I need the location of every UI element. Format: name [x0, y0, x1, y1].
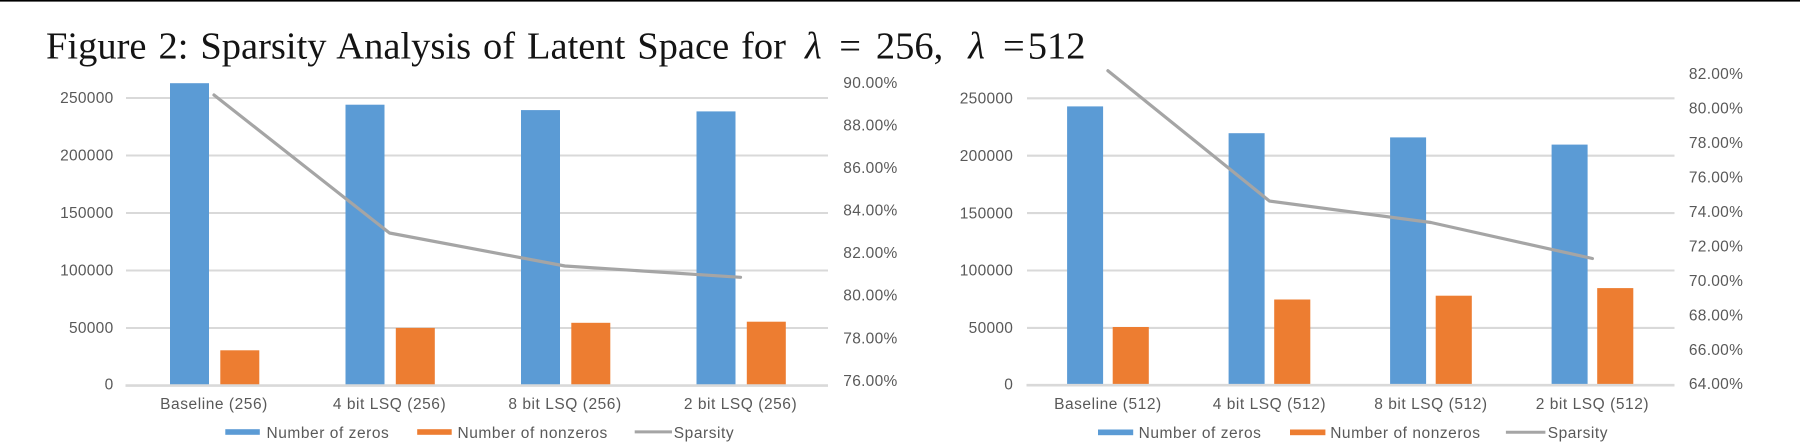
svg-text:68.00%: 68.00% — [1689, 307, 1743, 324]
svg-text:50000: 50000 — [69, 320, 114, 337]
svg-text:Baseline (512): Baseline (512) — [1054, 396, 1162, 413]
svg-text:250000: 250000 — [60, 90, 114, 107]
svg-text:Sparsity: Sparsity — [1548, 425, 1608, 442]
svg-text:66.00%: 66.00% — [1689, 342, 1743, 359]
svg-text:74.00%: 74.00% — [1689, 204, 1743, 221]
svg-text:150000: 150000 — [960, 205, 1014, 222]
svg-text:80.00%: 80.00% — [843, 288, 897, 305]
svg-text:Figure 2: Sparsity Analysis of: Figure 2: Sparsity Analysis of Latent Sp… — [46, 26, 1085, 68]
svg-text:100000: 100000 — [60, 263, 114, 280]
svg-text:50000: 50000 — [969, 320, 1014, 337]
svg-text:2 bit LSQ (512): 2 bit LSQ (512) — [1536, 396, 1649, 413]
svg-text:8 bit LSQ (256): 8 bit LSQ (256) — [508, 396, 621, 413]
svg-text:82.00%: 82.00% — [1689, 66, 1743, 83]
svg-text:78.00%: 78.00% — [1689, 135, 1743, 152]
svg-text:0: 0 — [1004, 377, 1013, 394]
svg-text:2 bit LSQ (256): 2 bit LSQ (256) — [684, 396, 797, 413]
svg-text:250000: 250000 — [960, 91, 1014, 108]
svg-text:100000: 100000 — [960, 263, 1014, 280]
svg-text:200000: 200000 — [960, 148, 1014, 165]
svg-text:Number of zeros: Number of zeros — [1139, 425, 1262, 442]
svg-text:86.00%: 86.00% — [843, 160, 897, 177]
svg-text:76.00%: 76.00% — [843, 373, 897, 390]
svg-text:Number of nonzeros: Number of nonzeros — [458, 425, 608, 442]
svg-text:84.00%: 84.00% — [843, 203, 897, 220]
svg-text:72.00%: 72.00% — [1689, 238, 1743, 255]
svg-text:150000: 150000 — [60, 205, 114, 222]
svg-text:Sparsity: Sparsity — [674, 425, 734, 442]
svg-text:4 bit LSQ (256): 4 bit LSQ (256) — [333, 396, 446, 413]
svg-text:4 bit LSQ (512): 4 bit LSQ (512) — [1213, 396, 1326, 413]
svg-text:0: 0 — [105, 377, 114, 394]
svg-text:90.00%: 90.00% — [843, 75, 897, 92]
svg-text:70.00%: 70.00% — [1689, 273, 1743, 290]
svg-text:8 bit LSQ (512): 8 bit LSQ (512) — [1374, 396, 1487, 413]
svg-text:200000: 200000 — [60, 148, 114, 165]
svg-text:Number of zeros: Number of zeros — [267, 425, 390, 442]
svg-text:64.00%: 64.00% — [1689, 376, 1743, 393]
svg-text:88.00%: 88.00% — [843, 118, 897, 135]
svg-text:80.00%: 80.00% — [1689, 100, 1743, 117]
svg-text:Number of nonzeros: Number of nonzeros — [1330, 425, 1480, 442]
svg-text:82.00%: 82.00% — [843, 245, 897, 262]
svg-text:76.00%: 76.00% — [1689, 169, 1743, 186]
svg-text:Baseline (256): Baseline (256) — [160, 396, 268, 413]
svg-text:78.00%: 78.00% — [843, 330, 897, 347]
